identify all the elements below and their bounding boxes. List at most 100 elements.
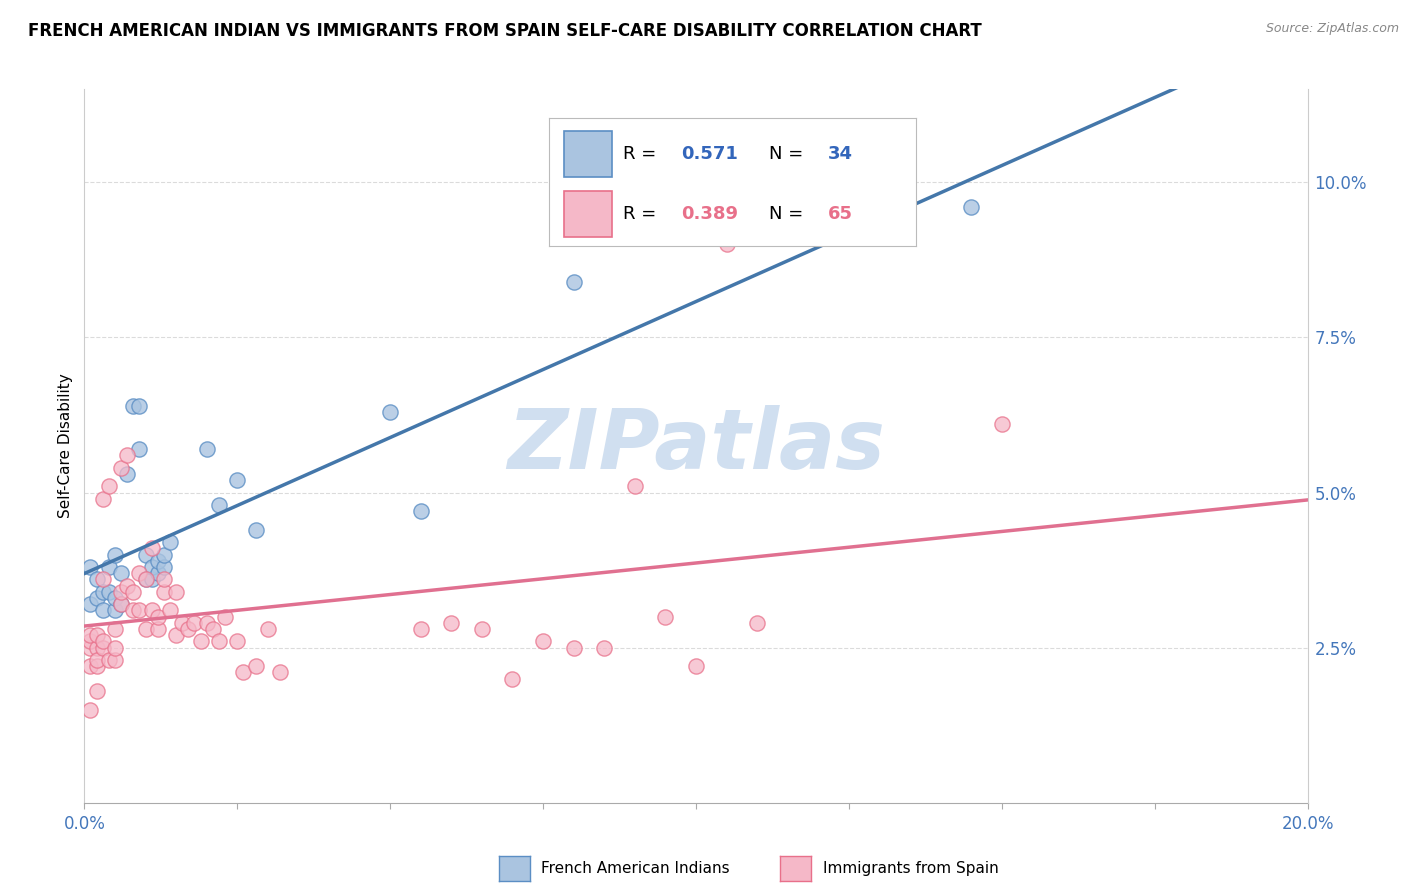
Point — [562, 275, 585, 289]
Point — [91, 640, 114, 655]
Point — [269, 665, 291, 680]
Point — [146, 609, 169, 624]
Point — [201, 622, 224, 636]
Point — [991, 417, 1014, 432]
Point — [153, 584, 176, 599]
Point — [531, 634, 554, 648]
Point — [135, 573, 157, 587]
Point — [165, 584, 187, 599]
Point — [128, 603, 150, 617]
Point — [153, 560, 176, 574]
Point — [97, 479, 120, 493]
Point — [91, 584, 114, 599]
Point — [685, 659, 707, 673]
Point — [226, 473, 249, 487]
Point — [146, 622, 169, 636]
Text: French American Indians: French American Indians — [541, 862, 730, 876]
Point — [214, 609, 236, 624]
Point — [104, 603, 127, 617]
Point — [409, 622, 432, 636]
Text: FRENCH AMERICAN INDIAN VS IMMIGRANTS FROM SPAIN SELF-CARE DISABILITY CORRELATION: FRENCH AMERICAN INDIAN VS IMMIGRANTS FRO… — [28, 22, 981, 40]
Point — [79, 634, 101, 648]
Point — [79, 597, 101, 611]
Point — [86, 684, 108, 698]
Point — [172, 615, 194, 630]
Point — [104, 640, 127, 655]
Point — [86, 591, 108, 605]
Point — [153, 548, 176, 562]
Point — [128, 399, 150, 413]
Point — [208, 498, 231, 512]
Point — [115, 448, 138, 462]
Point — [86, 653, 108, 667]
Point — [380, 405, 402, 419]
Point — [716, 237, 738, 252]
Point — [86, 659, 108, 673]
Point — [141, 541, 163, 556]
Point — [128, 566, 150, 581]
Point — [654, 609, 676, 624]
Point — [257, 622, 280, 636]
Point — [91, 573, 114, 587]
Point — [110, 584, 132, 599]
Point — [91, 491, 114, 506]
Point — [104, 653, 127, 667]
Point — [86, 640, 108, 655]
Point — [86, 628, 108, 642]
Point — [245, 659, 267, 673]
Point — [97, 560, 120, 574]
Point — [146, 554, 169, 568]
Point — [104, 622, 127, 636]
Point — [165, 628, 187, 642]
Point — [141, 573, 163, 587]
Point — [502, 672, 524, 686]
Point — [122, 584, 145, 599]
Point — [440, 615, 463, 630]
Point — [190, 634, 212, 648]
Point — [159, 603, 181, 617]
Point — [104, 591, 127, 605]
Point — [110, 566, 132, 581]
Point — [177, 622, 200, 636]
Point — [110, 460, 132, 475]
Point — [79, 628, 101, 642]
Point — [146, 566, 169, 581]
Point — [195, 442, 218, 456]
Point — [153, 573, 176, 587]
Point — [226, 634, 249, 648]
Point — [104, 548, 127, 562]
Text: Source: ZipAtlas.com: Source: ZipAtlas.com — [1265, 22, 1399, 36]
Point — [115, 467, 138, 481]
Point — [128, 442, 150, 456]
Text: Immigrants from Spain: Immigrants from Spain — [823, 862, 998, 876]
Text: ZIPatlas: ZIPatlas — [508, 406, 884, 486]
Point — [960, 200, 983, 214]
Point — [110, 597, 132, 611]
Point — [86, 573, 108, 587]
Y-axis label: Self-Care Disability: Self-Care Disability — [58, 374, 73, 518]
Point — [79, 659, 101, 673]
Point — [110, 597, 132, 611]
Point — [471, 622, 494, 636]
Point — [122, 603, 145, 617]
Point — [79, 703, 101, 717]
Point — [409, 504, 432, 518]
Point — [79, 640, 101, 655]
Point — [79, 560, 101, 574]
Point — [195, 615, 218, 630]
Point — [91, 634, 114, 648]
Point — [593, 640, 616, 655]
Point — [245, 523, 267, 537]
Point — [562, 640, 585, 655]
Point — [208, 634, 231, 648]
Point — [135, 622, 157, 636]
Point — [141, 603, 163, 617]
Point — [122, 399, 145, 413]
Point — [232, 665, 254, 680]
Point — [159, 535, 181, 549]
Point — [183, 615, 205, 630]
Point — [115, 579, 138, 593]
Point — [135, 573, 157, 587]
Point — [141, 560, 163, 574]
Point — [135, 548, 157, 562]
